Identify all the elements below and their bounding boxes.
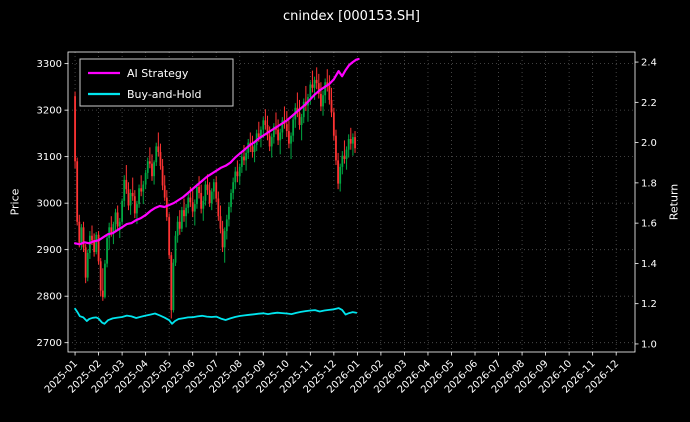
series-line-buy-and-hold — [74, 307, 358, 325]
return-tick-label: 1.8 — [641, 178, 657, 189]
legend-box — [79, 58, 234, 107]
grid-layer — [68, 52, 635, 352]
series-line-ai-strategy — [73, 57, 360, 246]
return-tick-label: 1.4 — [641, 259, 657, 270]
price-tick-label: 2800 — [37, 292, 62, 303]
return-tick-label: 1.2 — [641, 299, 657, 310]
price-tick-label: 3300 — [37, 59, 62, 70]
price-tick-label: 3200 — [37, 106, 62, 117]
legend-label: AI Strategy — [127, 67, 189, 80]
price-tick-label: 3000 — [37, 199, 62, 210]
return-tick-label: 2.4 — [641, 58, 657, 69]
legend-label: Buy-and-Hold — [127, 88, 202, 101]
price-tick-label: 2900 — [37, 245, 62, 256]
return-tick-label: 1.0 — [641, 339, 657, 350]
legend: AI Strategy Buy-and-Hold — [79, 58, 234, 107]
price-tick-label: 3100 — [37, 152, 62, 163]
return-tick-label: 2.2 — [641, 98, 657, 109]
candles-layer — [74, 67, 356, 319]
return-tick-label: 1.6 — [641, 219, 657, 230]
price-tick-label: 2700 — [37, 338, 62, 349]
chart-title: cnindex [000153.SH] — [282, 9, 420, 24]
return-tick-label: 2.0 — [641, 138, 657, 149]
